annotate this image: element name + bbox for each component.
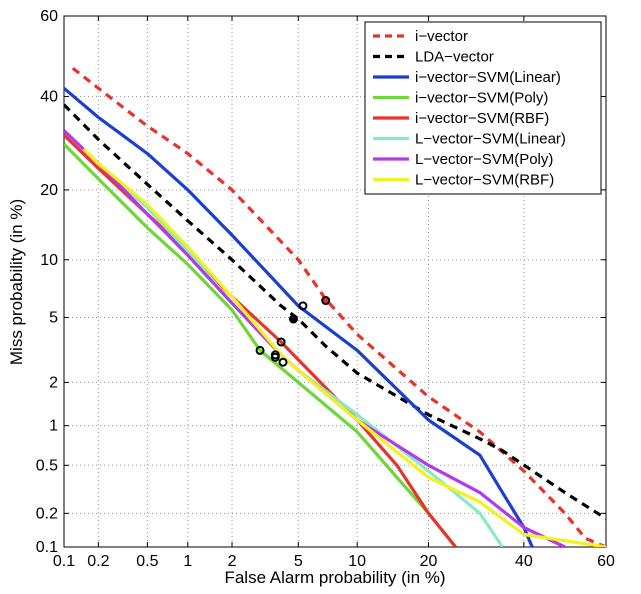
legend-label-2: i−vector−SVM(Linear)	[415, 69, 561, 86]
series-line-0	[71, 66, 606, 547]
y-axis-label: Miss probability (in %)	[7, 199, 26, 365]
min-dcf-marker-7	[278, 357, 288, 367]
legend-label-4: i−vector−SVM(RBF)	[415, 110, 549, 127]
x-tick-label: 0.2	[87, 553, 109, 570]
x-tick-label: 60	[597, 553, 615, 570]
min-dcf-marker-2	[298, 301, 308, 311]
legend-label-1: LDA−vector	[415, 49, 494, 66]
series-line-3	[64, 142, 457, 547]
y-tick-label: 10	[40, 252, 58, 269]
legend-box	[364, 21, 602, 195]
min-dcf-marker-1	[288, 314, 298, 324]
y-tick-label: 0.5	[36, 457, 58, 474]
y-tick-label: 40	[40, 88, 58, 105]
x-tick-label: 5	[294, 553, 303, 570]
x-tick-label: 0.1	[53, 553, 75, 570]
series-line-7	[82, 147, 606, 547]
min-dcf-marker-6	[270, 352, 280, 362]
x-axis-label: False Alarm probability (in %)	[224, 568, 445, 587]
y-tick-label: 20	[40, 182, 58, 199]
legend-label-6: L−vector−SVM(Poly)	[415, 151, 553, 168]
x-tick-label: 10	[348, 553, 366, 570]
series-line-2	[64, 87, 534, 547]
y-tick-label: 2	[49, 374, 58, 391]
y-tick-label: 60	[40, 8, 58, 25]
y-tick-label: 5	[49, 309, 58, 326]
series-line-5	[82, 147, 504, 547]
legend-label-7: L−vector−SVM(RBF)	[415, 172, 554, 189]
legend-label-0: i−vector	[415, 28, 468, 45]
legend-label-5: L−vector−SVM(Linear)	[415, 131, 566, 148]
legend: i−vector LDA−vector i−vector−SVM(Linear) i−…	[364, 21, 602, 195]
min-dcf-marker-0	[321, 296, 331, 306]
axes: 0.1 0.2 0.5 1 2 5 10 20 40 60 0.1 0.2 0.5 1 2 5 10 20 40 60	[36, 8, 615, 570]
x-tick-label: 40	[515, 553, 533, 570]
series-line-1	[64, 103, 606, 520]
y-tick-label: 0.1	[36, 539, 58, 556]
plot-frame	[63, 15, 607, 548]
min-dcf-marker-3	[255, 345, 265, 355]
legend-label-3: i−vector−SVM(Poly)	[415, 90, 548, 107]
x-tick-label: 20	[420, 553, 438, 570]
min-dcf-marker-4	[276, 337, 286, 347]
y-tick-label: 1	[49, 418, 58, 435]
series-line-4	[64, 133, 457, 547]
min-dcf-markers	[255, 296, 331, 367]
x-tick-label: 2	[228, 553, 237, 570]
x-tick-label: 0.5	[136, 553, 158, 570]
series-layer	[64, 66, 606, 547]
y-tick-label: 0.2	[36, 505, 58, 522]
x-tick-label: 1	[183, 553, 192, 570]
